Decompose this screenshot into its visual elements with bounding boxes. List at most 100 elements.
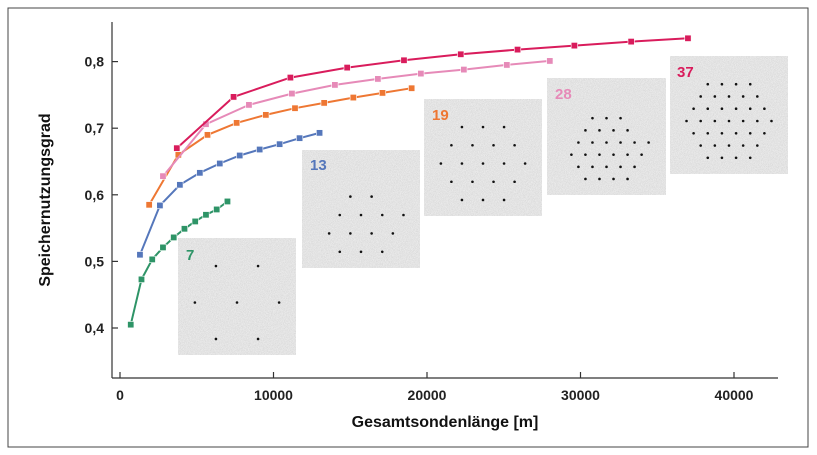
borehole-dot: [591, 116, 594, 120]
borehole-dot: [214, 337, 218, 341]
borehole-dot: [612, 177, 615, 181]
borehole-dot: [605, 116, 608, 120]
borehole-dot: [647, 141, 650, 144]
borehole-dot: [492, 143, 495, 147]
data-point: [170, 233, 178, 241]
borehole-dot: [720, 156, 724, 160]
borehole-dot: [741, 95, 745, 98]
borehole-dot: [763, 107, 766, 111]
data-point: [216, 159, 224, 167]
data-point: [223, 197, 231, 205]
borehole-dot: [612, 153, 615, 156]
borehole-dot: [605, 165, 608, 169]
borehole-dot: [460, 198, 464, 202]
x-tick-label: 30000: [561, 387, 600, 403]
borehole-dot: [481, 162, 485, 165]
borehole-dot: [713, 119, 717, 123]
borehole-dot: [370, 195, 373, 198]
borehole-dot: [734, 82, 738, 86]
borehole-dot: [570, 153, 573, 156]
borehole-dot: [256, 264, 260, 268]
borehole-dot: [349, 232, 352, 235]
borehole-dot: [619, 141, 622, 144]
y-tick-label: 0,8: [85, 54, 105, 70]
borehole-dot: [713, 95, 717, 98]
data-point: [196, 169, 204, 177]
borehole-dot: [706, 131, 710, 135]
borehole-dot: [692, 131, 695, 135]
data-point: [233, 119, 241, 127]
borehole-dot: [699, 119, 702, 123]
series-1: [127, 197, 231, 329]
borehole-dot: [626, 153, 629, 156]
borehole-dot: [492, 180, 495, 184]
borehole-dot: [619, 165, 622, 169]
data-point: [203, 131, 211, 139]
data-point: [296, 134, 304, 142]
borehole-dot: [402, 213, 405, 217]
borehole-dot: [720, 131, 724, 135]
borehole-dot: [734, 107, 738, 111]
data-point: [570, 42, 578, 50]
borehole-dot: [502, 198, 506, 202]
inset-13: 13: [302, 150, 420, 268]
borehole-dot: [584, 177, 587, 181]
borehole-dot: [633, 165, 636, 169]
data-point: [286, 74, 294, 82]
data-point: [288, 90, 296, 98]
borehole-dot: [727, 95, 731, 98]
borehole-dot: [370, 232, 373, 235]
borehole-dot: [727, 119, 731, 123]
borehole-dot: [685, 119, 688, 123]
inset-background: [302, 150, 420, 268]
data-point: [408, 84, 416, 92]
borehole-dot: [439, 162, 443, 165]
borehole-dot: [727, 144, 731, 147]
inset-37: 37: [670, 56, 788, 174]
borehole-dot: [584, 129, 587, 132]
borehole-dot: [460, 162, 464, 165]
borehole-dot: [748, 156, 752, 160]
borehole-dot: [619, 116, 622, 120]
borehole-dot: [770, 119, 773, 123]
data-point: [159, 172, 167, 180]
borehole-dot: [626, 177, 629, 181]
y-tick-label: 0,5: [85, 253, 105, 269]
inset-label-28: 28: [555, 86, 572, 103]
borehole-dot: [713, 144, 717, 147]
borehole-dot: [598, 177, 601, 181]
data-point: [374, 75, 382, 83]
borehole-dot: [756, 119, 759, 123]
borehole-dot: [763, 131, 766, 135]
borehole-dot: [598, 129, 601, 132]
data-point: [159, 243, 167, 251]
borehole-dot: [338, 213, 342, 217]
borehole-dot: [741, 119, 745, 123]
inset-label-7: 7: [186, 247, 194, 264]
borehole-dot: [349, 195, 352, 198]
borehole-dot: [640, 153, 643, 156]
borehole-dot: [706, 156, 710, 160]
data-point: [173, 144, 181, 152]
borehole-dot: [598, 153, 601, 156]
data-point: [349, 94, 357, 102]
data-point: [180, 225, 188, 233]
borehole-dot: [720, 82, 724, 86]
borehole-dot: [748, 82, 752, 86]
data-point: [137, 275, 145, 283]
series-3: [145, 84, 416, 209]
borehole-dot: [577, 165, 580, 169]
borehole-dot: [481, 125, 485, 129]
data-point: [276, 140, 284, 148]
borehole-dot: [748, 107, 752, 111]
borehole-dot: [720, 107, 724, 111]
borehole-dot: [380, 250, 384, 254]
borehole-dot: [756, 144, 759, 147]
borehole-dot: [327, 232, 331, 235]
borehole-dot: [756, 95, 759, 98]
data-point: [230, 93, 238, 101]
borehole-dot: [338, 250, 342, 254]
y-tick-label: 0,4: [85, 320, 105, 336]
data-point: [148, 255, 156, 263]
